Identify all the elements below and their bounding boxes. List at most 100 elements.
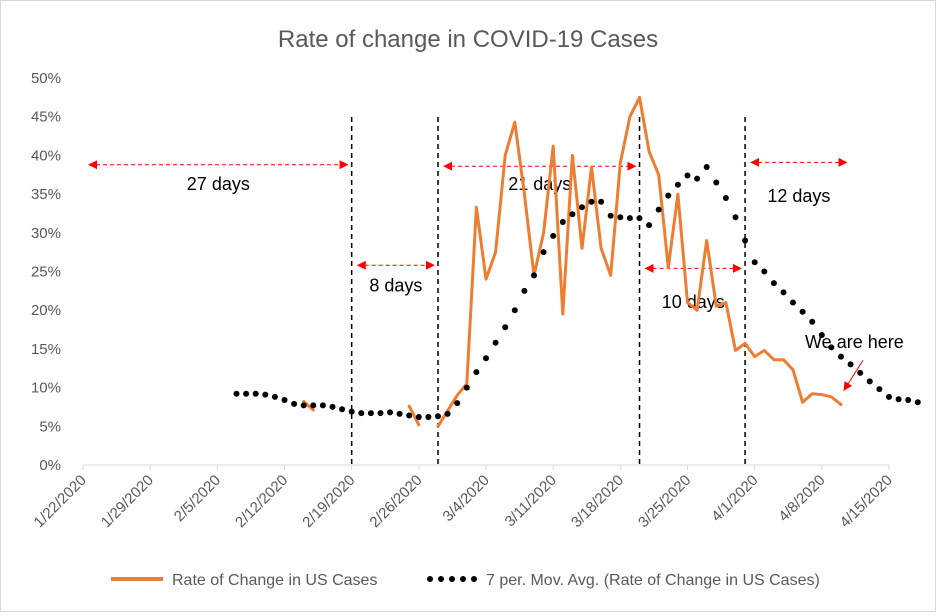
moving-average-point — [262, 391, 269, 398]
callout-label: We are here — [805, 332, 904, 352]
moving-average-point — [319, 402, 326, 409]
moving-average-point — [406, 412, 413, 419]
moving-average-point — [742, 237, 749, 244]
moving-average-point — [684, 172, 691, 179]
moving-average-point — [377, 410, 384, 417]
moving-average-point — [607, 212, 614, 219]
x-tick-label: 3/25/2020 — [635, 472, 694, 531]
moving-average-point — [396, 410, 403, 417]
legend-label-moving-average: 7 per. Mov. Avg. (Rate of Change in US C… — [486, 572, 820, 589]
x-tick-label: 3/18/2020 — [568, 472, 627, 531]
moving-average-point — [665, 192, 672, 199]
moving-average-point — [799, 308, 806, 315]
moving-average-point — [579, 204, 585, 211]
interval-annotations: 27 days 8 days 21 days 10 days 12 days — [88, 157, 848, 312]
moving-average-point — [905, 397, 912, 403]
moving-average-point — [598, 198, 605, 205]
moving-average-point — [300, 402, 307, 409]
moving-average-point — [281, 397, 288, 403]
interval-label: 27 days — [187, 174, 250, 194]
moving-average-point — [291, 400, 298, 407]
moving-average-point — [367, 410, 374, 417]
x-tick-label: 2/5/2020 — [171, 472, 224, 525]
interval-label: 10 days — [662, 292, 725, 312]
legend-dot — [438, 576, 444, 582]
moving-average-point — [540, 249, 547, 256]
moving-average-point — [751, 259, 758, 266]
y-tick-label: 50% — [31, 70, 61, 87]
moving-average-point — [857, 369, 864, 376]
moving-average-point — [358, 410, 365, 417]
x-tick-label: 2/12/2020 — [232, 472, 291, 531]
moving-average-point — [655, 206, 662, 213]
moving-average-point — [329, 403, 336, 410]
moving-average-point — [770, 280, 777, 287]
moving-average-point — [838, 353, 844, 360]
legend-swatch-moving-average — [427, 576, 477, 582]
moving-average-point — [339, 406, 346, 413]
reference-lines — [350, 117, 746, 465]
y-tick-label: 0% — [39, 457, 61, 474]
moving-average-point — [694, 175, 701, 182]
series-rate-of-change — [302, 95, 843, 428]
moving-average-point — [415, 414, 422, 420]
moving-average-point — [511, 307, 518, 314]
moving-average-point — [271, 393, 278, 400]
legend: Rate of Change in US Cases 7 per. Mov. A… — [111, 572, 820, 589]
moving-average-point — [703, 164, 710, 170]
chart-title: Rate of change in COVID-19 Cases — [278, 26, 658, 53]
callout: We are here — [805, 332, 904, 392]
moving-average-point — [473, 369, 480, 376]
moving-average-point — [713, 179, 720, 186]
moving-average-point — [454, 400, 461, 407]
x-tick-label: 4/8/2020 — [775, 472, 828, 525]
moving-average-point — [569, 211, 576, 218]
y-tick-label: 35% — [31, 186, 61, 203]
moving-average-point — [780, 289, 787, 296]
interval-label: 12 days — [767, 186, 830, 206]
moving-average-point — [761, 268, 768, 275]
moving-average-point — [463, 384, 470, 391]
moving-average-point — [895, 396, 902, 403]
moving-average-point — [233, 390, 240, 397]
x-tick-label: 1/22/2020 — [31, 472, 90, 531]
series-moving-average — [233, 164, 921, 420]
moving-average-point — [626, 215, 633, 222]
moving-average-point — [559, 219, 566, 225]
moving-average-point — [588, 198, 595, 205]
legend-dot — [471, 576, 477, 582]
moving-average-point — [348, 408, 355, 415]
moving-average-point — [722, 195, 729, 201]
moving-average-point — [550, 232, 557, 239]
interval-label: 8 days — [369, 276, 422, 296]
y-tick-label: 40% — [31, 147, 61, 164]
moving-average-point — [492, 339, 499, 346]
y-tick-label: 30% — [31, 225, 61, 242]
moving-average-point — [636, 215, 643, 222]
moving-average-point — [425, 414, 432, 420]
series-line-segment — [436, 95, 843, 428]
legend-dot — [460, 576, 466, 582]
moving-average-point — [914, 399, 921, 406]
y-tick-label: 45% — [31, 109, 61, 126]
moving-average-point — [387, 409, 393, 416]
x-axis: 1/22/2020 1/29/2020 2/5/2020 2/12/2020 2/19/… — [31, 464, 896, 531]
y-tick-label: 25% — [31, 264, 61, 281]
moving-average-point — [732, 214, 739, 221]
interval-label: 21 days — [508, 174, 571, 194]
legend-dot — [427, 576, 433, 582]
moving-average-point — [444, 410, 451, 417]
moving-average-point — [809, 318, 816, 325]
legend-label-rate-of-change: Rate of Change in US Cases — [172, 572, 377, 589]
x-tick-label: 3/4/2020 — [440, 472, 493, 525]
moving-average-point — [435, 413, 441, 420]
y-tick-label: 10% — [31, 380, 61, 397]
moving-average-point — [531, 272, 537, 279]
moving-average-point — [847, 361, 854, 368]
moving-average-point — [502, 324, 509, 331]
moving-average-point — [310, 402, 317, 409]
moving-average-point — [818, 332, 825, 338]
x-tick-label: 2/26/2020 — [366, 472, 425, 531]
